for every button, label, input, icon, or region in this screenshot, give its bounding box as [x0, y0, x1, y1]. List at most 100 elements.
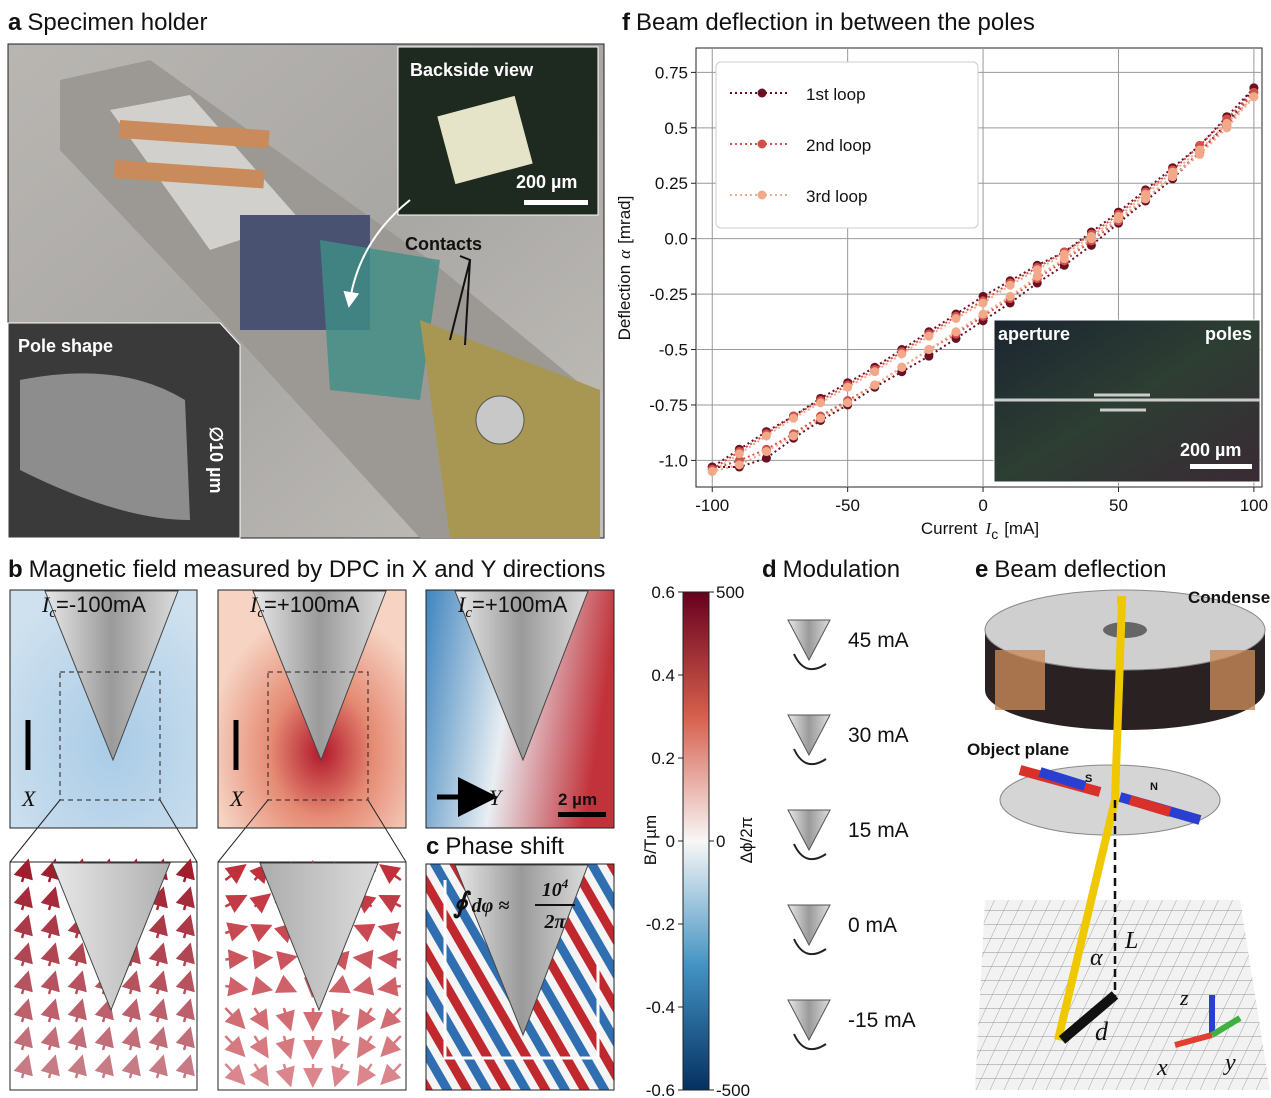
x-tick-label: -100 [695, 496, 729, 515]
inset-label: poles [1205, 324, 1252, 344]
data-point [816, 398, 825, 407]
y-tick-label: 0.2 [651, 749, 675, 768]
figure: aSpecimen holder Backside view 200 µm Co… [0, 0, 1271, 1098]
data-point [789, 432, 798, 441]
x-tick-label: 0 [978, 496, 987, 515]
data-point [924, 332, 933, 341]
data-point [870, 381, 879, 390]
legend-marker [758, 140, 767, 149]
colorbar: 0.60.40.20-0.2-0.4-0.65000-500 [646, 583, 750, 1098]
backside-title: Backside view [410, 60, 534, 80]
data-point [789, 414, 798, 423]
map-scale-label: 2 µm [558, 790, 597, 809]
inset-label: aperture [998, 324, 1070, 344]
backside-scale-label: 200 µm [516, 172, 577, 192]
field-arrow [225, 959, 238, 960]
beam-illustration [975, 590, 1270, 1090]
svg-text:Ic=+100mA: Ic=+100mA [457, 592, 568, 621]
data-point [762, 432, 771, 441]
svg-text:Ic=-100mA: Ic=-100mA [41, 592, 146, 621]
y2-tick-label: 500 [716, 583, 744, 602]
data-point [735, 449, 744, 458]
current-label: 15 mA [848, 819, 909, 842]
panel-c-heading: cPhase shift [426, 833, 564, 860]
current-label: 45 mA [848, 629, 909, 652]
y-tick-label: -0.2 [646, 915, 675, 934]
y-tick-label: -0.4 [646, 998, 675, 1017]
data-point [979, 310, 988, 319]
field-arrow [255, 959, 264, 960]
axis-name: z [1179, 985, 1189, 1010]
data-point [897, 363, 906, 372]
y-tick-label: -0.25 [649, 285, 688, 304]
data-point [735, 460, 744, 469]
field-arrow [284, 959, 288, 960]
current-label: 30 mA [848, 724, 909, 747]
pole-label: N [1150, 781, 1158, 793]
current-label: -15 mA [848, 1009, 916, 1032]
y-tick-label: 0.5 [664, 119, 688, 138]
field-arrow [362, 959, 371, 960]
data-point [1033, 272, 1042, 281]
data-point [1222, 123, 1231, 132]
current-label: 0 mA [848, 914, 897, 937]
x-tick-label: 100 [1240, 496, 1268, 515]
legend-label: 1st loop [806, 85, 866, 104]
data-point [762, 447, 771, 456]
y-tick-label: 0 [666, 832, 675, 851]
pole-label: S [1085, 773, 1092, 785]
x-tick-label: -50 [835, 496, 860, 515]
panel-f-heading: fBeam deflection in between the poles [622, 9, 1035, 36]
data-point [843, 398, 852, 407]
length-label: L [1124, 928, 1138, 954]
legend-label: 2nd loop [806, 136, 871, 155]
legend-marker [758, 89, 767, 98]
distance-label: d [1095, 1017, 1109, 1046]
data-point [897, 349, 906, 358]
pole-title: Pole shape [18, 336, 113, 356]
y-tick-label: 0.4 [651, 666, 675, 685]
data-point [951, 314, 960, 323]
data-point [1060, 254, 1069, 263]
y-tick-label: 0.25 [655, 174, 688, 193]
y2-tick-label: -500 [716, 1081, 750, 1098]
x-axis-label: CurrentIc[mA] [921, 519, 1039, 542]
svg-text:2π: 2π [544, 911, 567, 933]
inset-scale-label: 200 µm [1180, 440, 1241, 460]
y-tick-label: -0.75 [649, 396, 688, 415]
data-point [870, 367, 879, 376]
contacts-label: Contacts [405, 234, 482, 254]
modulation-images: 45 mA 30 mA 15 mA 0 mA -15 mA [788, 620, 916, 1049]
scale-bar [558, 812, 606, 817]
y-tick-label: 0.0 [664, 230, 688, 249]
y-tick-label: -0.6 [646, 1081, 675, 1098]
x-tick-label: 50 [1109, 496, 1128, 515]
data-point [1006, 292, 1015, 301]
y-axis-label: Deflectionα[mrad] [615, 196, 634, 341]
direction-label: X [229, 786, 245, 811]
object-plane-label: Object plane [967, 740, 1069, 759]
panel-a-heading: aSpecimen holder [8, 9, 207, 36]
axis-name: y [1223, 1050, 1236, 1076]
y2-tick-label: 0 [716, 832, 725, 851]
panel-b-heading: bMagnetic field measured by DPC in X and… [8, 556, 605, 583]
pole-size-label: ∅10 µm [206, 426, 226, 493]
data-point [1087, 234, 1096, 243]
angle-label: α [1090, 945, 1103, 971]
data-point [924, 345, 933, 354]
data-point [843, 383, 852, 392]
scale-bar [524, 200, 588, 205]
y-tick-label: -0.5 [659, 341, 688, 360]
data-point [979, 298, 988, 307]
data-point [1114, 214, 1123, 223]
y-tick-label: 0.75 [655, 63, 688, 82]
data-point [1168, 172, 1177, 181]
field-arrow [387, 959, 401, 960]
data-point [1249, 92, 1258, 101]
axis-name: x [1156, 1055, 1168, 1081]
data-point [1006, 281, 1015, 290]
legend-marker [758, 191, 767, 200]
data-point [951, 327, 960, 336]
